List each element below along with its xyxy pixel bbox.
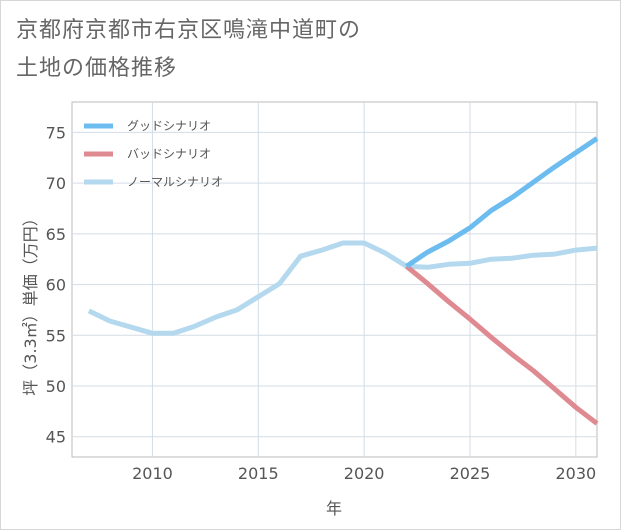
y-tick-label: 50 bbox=[46, 377, 66, 396]
x-tick-label: 2015 bbox=[238, 464, 279, 483]
legend-label: バッドシナリオ bbox=[127, 147, 211, 161]
x-tick-label: 2025 bbox=[450, 464, 491, 483]
chart-title-line2: 土地の価格推移 bbox=[16, 56, 178, 81]
x-tick-label: 2030 bbox=[555, 464, 596, 483]
x-axis-title: 年 bbox=[326, 499, 342, 518]
x-tick-label: 2020 bbox=[344, 464, 385, 483]
y-tick-label: 65 bbox=[46, 225, 66, 244]
y-tick-label: 45 bbox=[46, 428, 66, 447]
y-tick-label: 60 bbox=[46, 276, 66, 295]
legend-label: グッドシナリオ bbox=[127, 119, 211, 133]
series-line-0 bbox=[405, 136, 599, 269]
y-axis-title: 坪（3.3㎡）単価（万円） bbox=[21, 210, 40, 395]
y-tick-label: 55 bbox=[46, 326, 66, 345]
legend-label: ノーマルシナリオ bbox=[127, 175, 223, 189]
plot-area bbox=[71, 101, 598, 458]
chart-title: 京都府京都市右京区鳴滝中道町の 土地の価格推移 bbox=[16, 12, 361, 88]
tick-layer: 45 50 55 60 65 70 75 2010 2015 2020 2025 2030 bbox=[46, 123, 597, 483]
y-tick-label: 75 bbox=[46, 123, 66, 142]
series-line-2 bbox=[87, 240, 598, 336]
y-tick-label: 70 bbox=[46, 174, 66, 193]
x-tick-label: 2010 bbox=[132, 464, 173, 483]
chart-title-line1: 京都府京都市右京区鳴滝中道町の bbox=[16, 18, 362, 43]
series-layer bbox=[87, 136, 599, 426]
grid-layer bbox=[72, 102, 597, 457]
series-line-1 bbox=[404, 264, 599, 426]
